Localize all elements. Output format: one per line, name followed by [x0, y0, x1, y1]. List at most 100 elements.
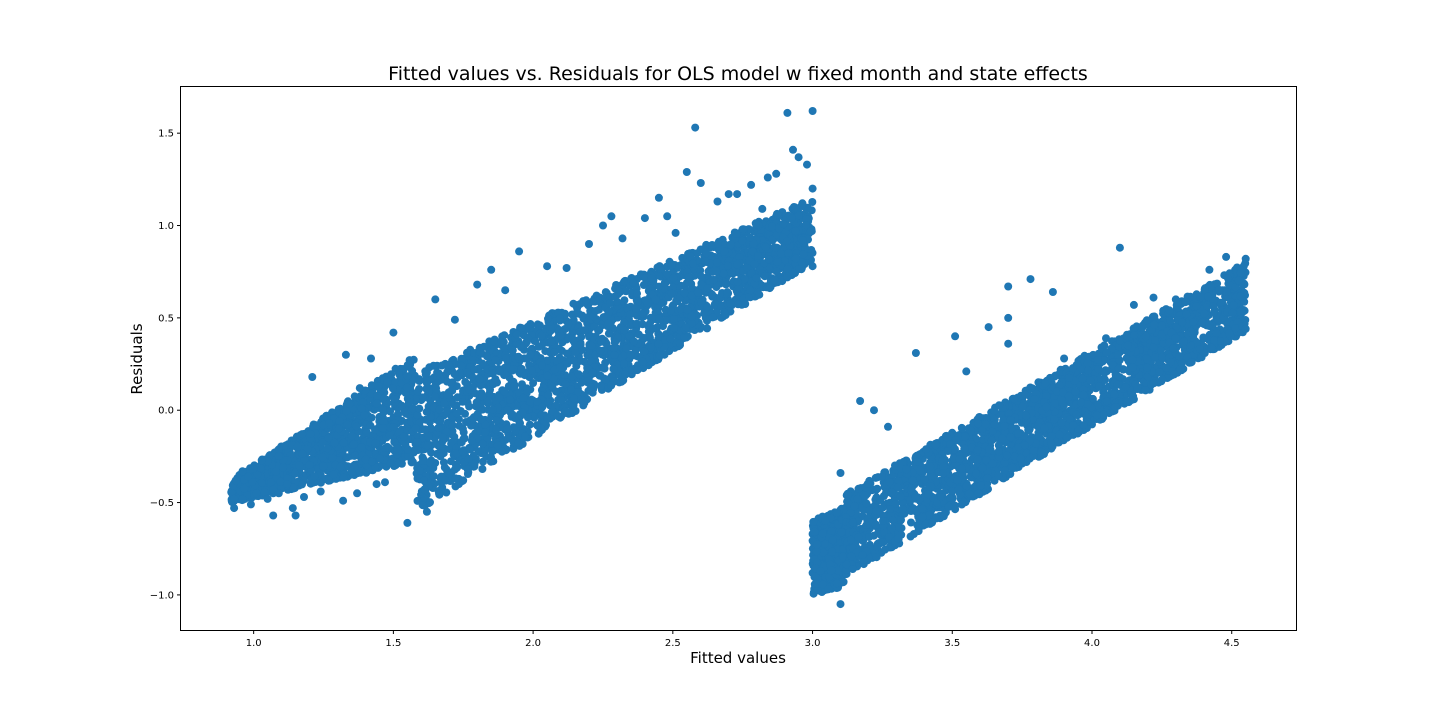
- data-point-cluster-2: [655, 351, 664, 360]
- data-point-cluster-2: [538, 361, 546, 370]
- data-point-cluster-2: [493, 441, 502, 450]
- data-point-cluster-1: [361, 455, 370, 464]
- data-point-cluster-2: [755, 290, 764, 299]
- data-point-cluster-2: [478, 392, 487, 401]
- data-point-cluster-2: [752, 274, 761, 283]
- data-point-cluster-2: [427, 448, 436, 457]
- data-point-cluster-1: [295, 461, 304, 470]
- data-point-cluster-2: [770, 243, 779, 252]
- data-point-cluster-2: [783, 272, 792, 281]
- data-point-cluster-2: [519, 393, 528, 402]
- data-point-cluster-2: [719, 269, 728, 278]
- data-point-cluster-2: [457, 354, 466, 363]
- data-point-cluster-2: [798, 199, 807, 208]
- data-point-cluster-1: [379, 424, 388, 432]
- data-point-cluster-2: [470, 365, 478, 374]
- data-point-cluster-2: [806, 227, 815, 236]
- data-point-cluster-2: [537, 403, 546, 412]
- data-point-cluster-2: [438, 433, 447, 442]
- data-point-cluster-2: [723, 288, 732, 297]
- data-point-cluster-2: [791, 254, 800, 263]
- data-point-cluster-2: [606, 299, 615, 308]
- data-point-cluster-2: [712, 258, 721, 267]
- data-point-cluster-2: [733, 277, 742, 286]
- data-point-cluster-1: [386, 459, 395, 468]
- data-point-cluster-2: [609, 364, 618, 373]
- data-point-cluster-2: [491, 356, 500, 365]
- data-point-cluster-2: [461, 378, 470, 386]
- data-point-cluster-1: [403, 445, 412, 454]
- data-point-cluster-1: [390, 395, 399, 403]
- data-point-cluster-2: [481, 428, 490, 437]
- data-point-cluster-1: [324, 434, 333, 443]
- data-point-cluster-2: [666, 334, 675, 343]
- chart-title: Fitted values vs. Residuals for OLS mode…: [388, 63, 1088, 85]
- data-point-cluster-1: [253, 470, 262, 479]
- data-point-cluster-2: [557, 396, 566, 405]
- data-point-cluster-1: [310, 472, 319, 481]
- data-point-cluster-1: [256, 463, 265, 472]
- data-point-cluster-1: [347, 467, 356, 476]
- data-point-cluster-2: [791, 227, 800, 236]
- data-point-cluster-2: [419, 476, 428, 485]
- data-point-cluster-2: [605, 329, 614, 338]
- data-point-cluster-2: [487, 453, 495, 462]
- data-point-cluster-2: [517, 364, 526, 373]
- data-point-cluster-2: [669, 273, 678, 282]
- data-point-cluster-2: [761, 243, 770, 251]
- data-point-cluster-1: [252, 489, 261, 498]
- data-point-cluster-2: [418, 501, 427, 510]
- data-point-cluster-2: [708, 313, 717, 322]
- data-point-cluster-2: [464, 454, 473, 463]
- data-point-cluster-2: [591, 307, 600, 315]
- data-point-cluster-2: [543, 371, 552, 380]
- data-point-cluster-1: [291, 469, 299, 478]
- data-point-cluster-2: [654, 339, 663, 348]
- data-point-cluster-2: [600, 364, 609, 373]
- data-point-cluster-2: [458, 397, 467, 406]
- data-point-cluster-2: [529, 379, 538, 387]
- data-point-cluster-2: [773, 210, 782, 219]
- data-point-cluster-2: [509, 365, 518, 374]
- data-point-cluster-2: [587, 341, 596, 350]
- data-point-cluster-2: [787, 214, 796, 223]
- data-point-cluster-2: [746, 233, 754, 242]
- data-point-cluster-2: [684, 273, 693, 282]
- data-point-cluster-2: [686, 252, 695, 261]
- data-point-cluster-2: [768, 222, 777, 231]
- data-point-cluster-1: [386, 407, 395, 416]
- data-point-cluster-3: [827, 566, 836, 575]
- data-point-cluster-2: [434, 423, 443, 432]
- data-point-cluster-2: [783, 265, 792, 274]
- data-point-cluster-1: [367, 457, 376, 466]
- data-point-cluster-2: [569, 394, 578, 403]
- data-point-cluster-2: [712, 267, 721, 276]
- data-point-cluster-2: [478, 359, 487, 368]
- data-point-cluster-2: [526, 350, 535, 359]
- data-point-cluster-1: [289, 483, 298, 492]
- data-point-cluster-1: [267, 478, 276, 487]
- data-point-cluster-2: [555, 314, 564, 323]
- data-point-cluster-2: [569, 299, 578, 308]
- data-point-cluster-2: [739, 225, 748, 234]
- data-point-cluster-3: [809, 517, 818, 526]
- data-point-cluster-2: [750, 260, 759, 269]
- data-point-cluster-2: [571, 348, 580, 357]
- data-point-cluster-2: [611, 292, 619, 301]
- data-point-cluster-2: [732, 229, 741, 238]
- data-point-cluster-2: [701, 257, 710, 266]
- data-point-cluster-3: [832, 579, 841, 588]
- data-point-cluster-2: [639, 309, 647, 318]
- data-point-cluster-1: [339, 438, 348, 447]
- data-point-cluster-2: [483, 352, 491, 361]
- data-point-cluster-2: [634, 330, 643, 339]
- data-point-cluster-1: [335, 417, 344, 425]
- data-point-cluster-1: [393, 444, 402, 453]
- data-point-cluster-1: [293, 442, 302, 451]
- data-point-cluster-2: [452, 409, 461, 418]
- data-point-cluster-2: [447, 379, 455, 388]
- data-point-cluster-2: [492, 416, 501, 425]
- data-point-cluster-1: [306, 429, 315, 438]
- data-point-cluster-2: [444, 360, 453, 369]
- data-point-cluster-1: [359, 398, 368, 407]
